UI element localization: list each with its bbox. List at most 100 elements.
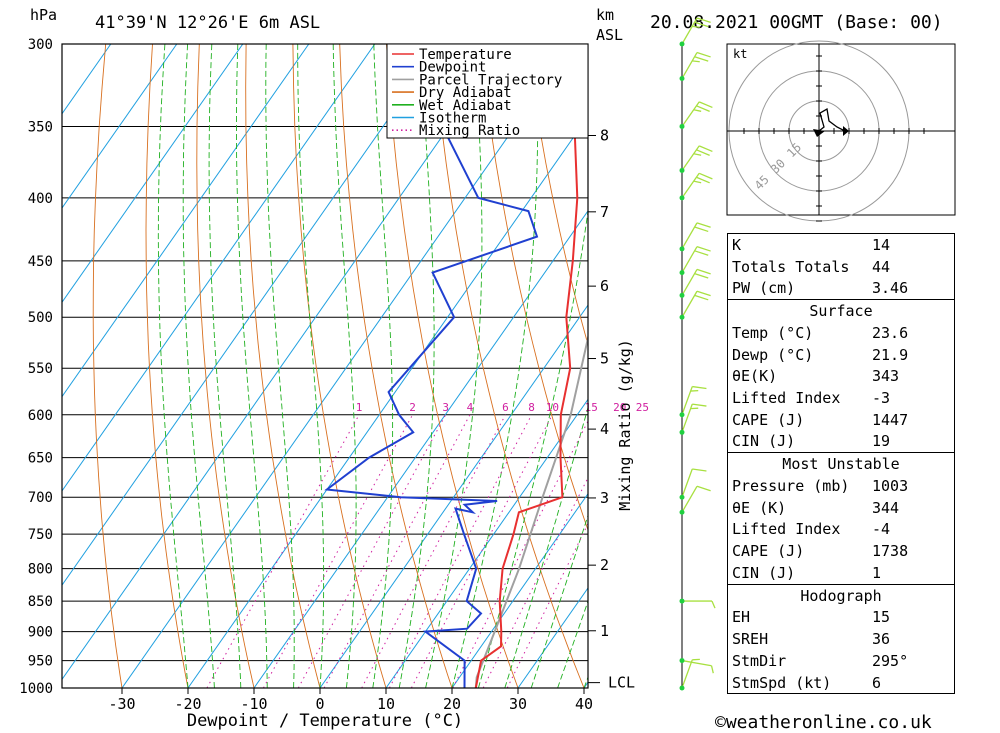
stats-label: Totals Totals	[732, 257, 850, 276]
height-tick-label: 8	[600, 127, 609, 145]
mixing-ratio-line	[206, 414, 360, 688]
height-tick-label: 4	[600, 420, 609, 438]
stats-row: θE (K) 344	[728, 497, 954, 519]
wind-barbs	[679, 17, 716, 691]
stats-row: CAPE (J) 1738	[728, 540, 954, 562]
pressure-tick-label: 600	[28, 408, 53, 424]
stats-value: -3	[872, 388, 891, 407]
wind-barb-shaft	[681, 269, 698, 296]
wind-barb-shaft	[681, 246, 698, 273]
dry-adiabat-line	[196, 44, 255, 688]
wind-barb-shaft	[681, 659, 712, 667]
dry-adiabat-line	[92, 44, 123, 688]
stats-value: 295°	[872, 651, 909, 670]
stats-block: K 14 Totals Totals 44 PW (cm) 3.46	[727, 233, 955, 300]
wind-barb-shaft	[681, 145, 700, 171]
wet-adiabat-line	[398, 44, 435, 688]
stats-value: 3.46	[872, 279, 909, 298]
wind-barb-flag	[693, 109, 702, 112]
stats-row: EH 15	[728, 607, 954, 629]
mixing-ratio-line	[452, 420, 588, 688]
pressure-tick-label: 300	[28, 37, 53, 53]
stats-row: Dewp (°C) 21.9	[728, 344, 954, 366]
dry-adiabat-line	[526, 44, 588, 347]
wind-barb-shaft	[681, 468, 693, 498]
height-tick-label: 7	[600, 203, 609, 221]
wind-dot	[679, 123, 685, 129]
wind-barb-shaft	[681, 659, 693, 689]
stats-row: K 14	[728, 234, 954, 256]
wind-dot	[679, 195, 685, 201]
stats-value: 21.9	[872, 345, 909, 364]
mixing-ratio-tick-label: 20	[613, 401, 626, 414]
stats-label: θE(K)	[732, 367, 778, 386]
mixing-ratio-tick-label: 25	[636, 401, 649, 414]
stats-value: 1447	[872, 410, 909, 429]
mixing-ratio-tick-label: 2	[409, 401, 416, 414]
wind-dot	[679, 167, 685, 173]
wind-barb-flag	[696, 149, 710, 156]
mixing-ratio-tick-label: 6	[502, 401, 509, 414]
pressure-unit-label: hPa	[30, 6, 57, 24]
x-axis-title: Dewpoint / Temperature (°C)	[187, 711, 463, 731]
wind-barb-flag	[692, 403, 707, 407]
wind-dot	[679, 412, 685, 418]
mixing-ratio-line	[361, 414, 506, 688]
stats-block: Most Unstable Pressure (mb) 1003 θE (K) 344 L…	[727, 452, 955, 584]
temperature-line	[474, 44, 579, 688]
wind-barb-flag	[696, 105, 710, 112]
dry-adiabat-line	[432, 44, 585, 688]
wind-barb-flag	[698, 145, 713, 153]
parcel-trajectory-line	[474, 333, 588, 688]
lcl-label: LCL	[608, 674, 635, 692]
stats-value: 344	[872, 498, 900, 517]
stats-row: CIN (J) 19	[728, 431, 954, 453]
legend-label: Parcel Trajectory	[419, 72, 562, 88]
wind-barb-flag	[711, 600, 716, 609]
stats-row: PW (cm) 3.46	[728, 277, 954, 299]
wind-barb-flag	[696, 290, 711, 297]
mixing-ratio-line	[506, 522, 588, 688]
dry-adiabat-line	[386, 44, 519, 688]
pressure-tick-label: 500	[28, 310, 53, 326]
pressure-tick-label: 550	[28, 361, 53, 377]
pressure-tick-label: 850	[28, 594, 53, 610]
dry-adiabat-line	[145, 44, 189, 688]
pressure-tick-label: 950	[28, 654, 53, 670]
wind-dot	[679, 509, 685, 515]
stats-label: θE (K)	[732, 498, 787, 517]
dewpoint-line	[324, 44, 539, 688]
temperature-tick-label: 20	[443, 695, 461, 713]
wind-barb-flag	[694, 21, 709, 28]
wind-barb-shaft	[681, 290, 698, 318]
legend-label: Wet Adiabat	[419, 98, 512, 114]
background-lines	[62, 44, 588, 688]
stats-label: StmDir	[732, 651, 787, 670]
stats-block-title: Surface	[809, 302, 873, 321]
wind-barb-flag	[696, 222, 711, 228]
isotherm-line	[319, 304, 588, 688]
height-tick-label: 5	[600, 350, 609, 368]
wind-barb-flag	[693, 180, 702, 184]
stats-row: θE(K) 343	[728, 365, 954, 387]
temperature-tick-label: 0	[315, 695, 324, 713]
mixing-ratio-line	[482, 476, 588, 688]
stats-block: Surface Temp (°C) 23.6 Dewp (°C) 21.9 θE(K) 34…	[727, 299, 955, 453]
height-tick-label: 6	[600, 277, 609, 295]
wind-barb-flag	[696, 17, 711, 24]
stats-label: CAPE (J)	[732, 542, 805, 561]
dry-adiabat-line	[339, 44, 453, 688]
wet-adiabat-line	[425, 44, 483, 688]
wind-barb-flag	[694, 294, 709, 301]
wind-barb-shaft	[681, 172, 700, 199]
mixing-ratio-tick-label: 3	[442, 401, 449, 414]
mixing-ratio-line	[262, 414, 414, 688]
dry-adiabat-line	[479, 44, 588, 532]
stats-value: 1	[872, 563, 882, 582]
wind-dot	[679, 494, 685, 500]
wind-barb-flag	[692, 468, 707, 472]
isotherm-line	[385, 398, 588, 688]
plot-frame	[61, 43, 589, 689]
wind-barb-flag	[698, 101, 713, 109]
wind-barb-flag	[694, 250, 709, 256]
